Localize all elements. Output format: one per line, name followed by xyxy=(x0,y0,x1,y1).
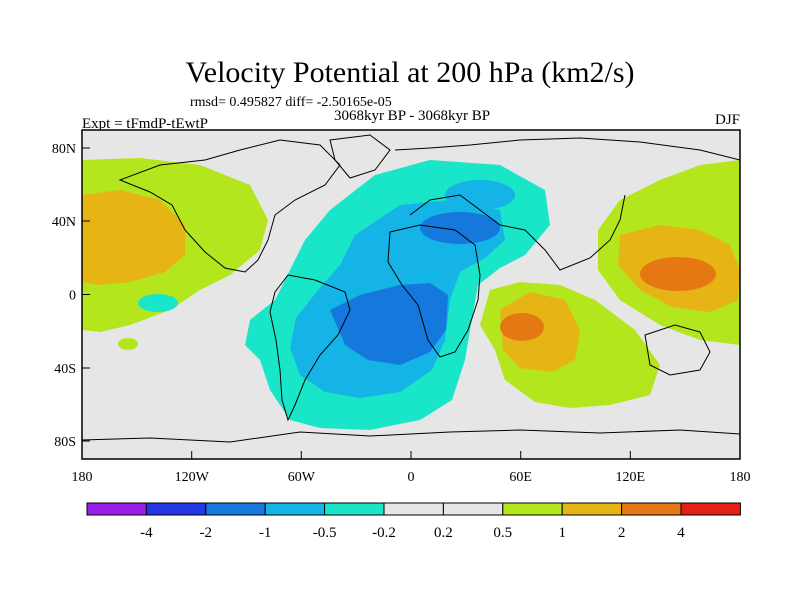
colorbar-box xyxy=(442,502,504,516)
lon-label-0: 0 xyxy=(408,470,415,485)
colorbar-box xyxy=(86,502,147,516)
lon-axis xyxy=(81,451,741,459)
colorbar xyxy=(86,502,741,516)
colorbar-box xyxy=(561,502,623,516)
figure-title: Velocity Potential at 200 hPa (km2/s) xyxy=(185,56,634,89)
south-america-coast xyxy=(269,274,351,422)
colorbar-box xyxy=(264,502,326,516)
north-pacific-core xyxy=(82,190,185,285)
colorbar-label: 0.2 xyxy=(434,525,453,541)
lon-label-60w: 60W xyxy=(288,470,316,485)
greenland-coast xyxy=(329,134,391,179)
lat-label-40n: 40N xyxy=(52,215,76,230)
mediterranean-core xyxy=(420,212,500,244)
lat-axis xyxy=(82,147,90,442)
west-pacific-max xyxy=(640,257,716,291)
colorbar-label: -0.2 xyxy=(372,525,396,541)
lon-label-60e: 60E xyxy=(509,470,532,485)
colorbar-label: -1 xyxy=(259,525,272,541)
lon-label-180e: 180 xyxy=(730,470,751,485)
lat-label-80s: 80S xyxy=(54,435,76,450)
colorbar-box xyxy=(205,502,266,516)
south-atlantic-core xyxy=(330,283,448,365)
experiment-text: Expt = tFmdP-tEwtP xyxy=(82,116,208,132)
season-text: DJF xyxy=(715,112,740,128)
lon-label-180w: 180 xyxy=(72,470,93,485)
colorbar-label: 4 xyxy=(677,525,685,541)
europe-core xyxy=(445,180,515,210)
australia-coast xyxy=(644,324,711,376)
colorbar-box xyxy=(502,502,563,516)
colorbar-box xyxy=(621,502,682,516)
africa-coast xyxy=(387,224,481,358)
small-positive-blob xyxy=(118,338,138,350)
east-pacific-blob xyxy=(138,294,178,312)
colorbar-label: 1 xyxy=(558,525,566,541)
lat-label-0: 0 xyxy=(69,289,76,304)
lon-label-120w: 120W xyxy=(175,470,210,485)
colorbar-label: -2 xyxy=(200,525,213,541)
indian-ocean-max xyxy=(500,313,544,341)
colorbar-label: -4 xyxy=(140,525,153,541)
europe-asia-coast xyxy=(394,137,740,271)
stats-text: rmsd= 0.495827 diff= -2.50165e-05 xyxy=(190,95,392,110)
lon-label-120e: 120E xyxy=(616,470,646,485)
colorbar-box xyxy=(324,502,385,516)
colorbar-labels: -4 -2 -1 -0.5 -0.2 0.2 0.5 1 2 4 xyxy=(140,525,685,541)
lat-label-80n: 80N xyxy=(52,142,76,157)
colorbar-label: 0.5 xyxy=(493,525,512,541)
antarctica-coast xyxy=(82,429,740,443)
colorbar-label: -0.5 xyxy=(313,525,337,541)
map-panel xyxy=(82,130,740,459)
north-america-coast xyxy=(118,139,341,273)
colorbar-box xyxy=(680,502,741,516)
colorbar-box xyxy=(145,502,207,516)
lat-label-40s: 40S xyxy=(54,362,76,377)
coastlines xyxy=(82,134,740,443)
colorbar-label: 2 xyxy=(618,525,626,541)
period-text: 3068kyr BP - 3068kyr BP xyxy=(334,108,490,124)
colorbar-box xyxy=(383,502,444,516)
